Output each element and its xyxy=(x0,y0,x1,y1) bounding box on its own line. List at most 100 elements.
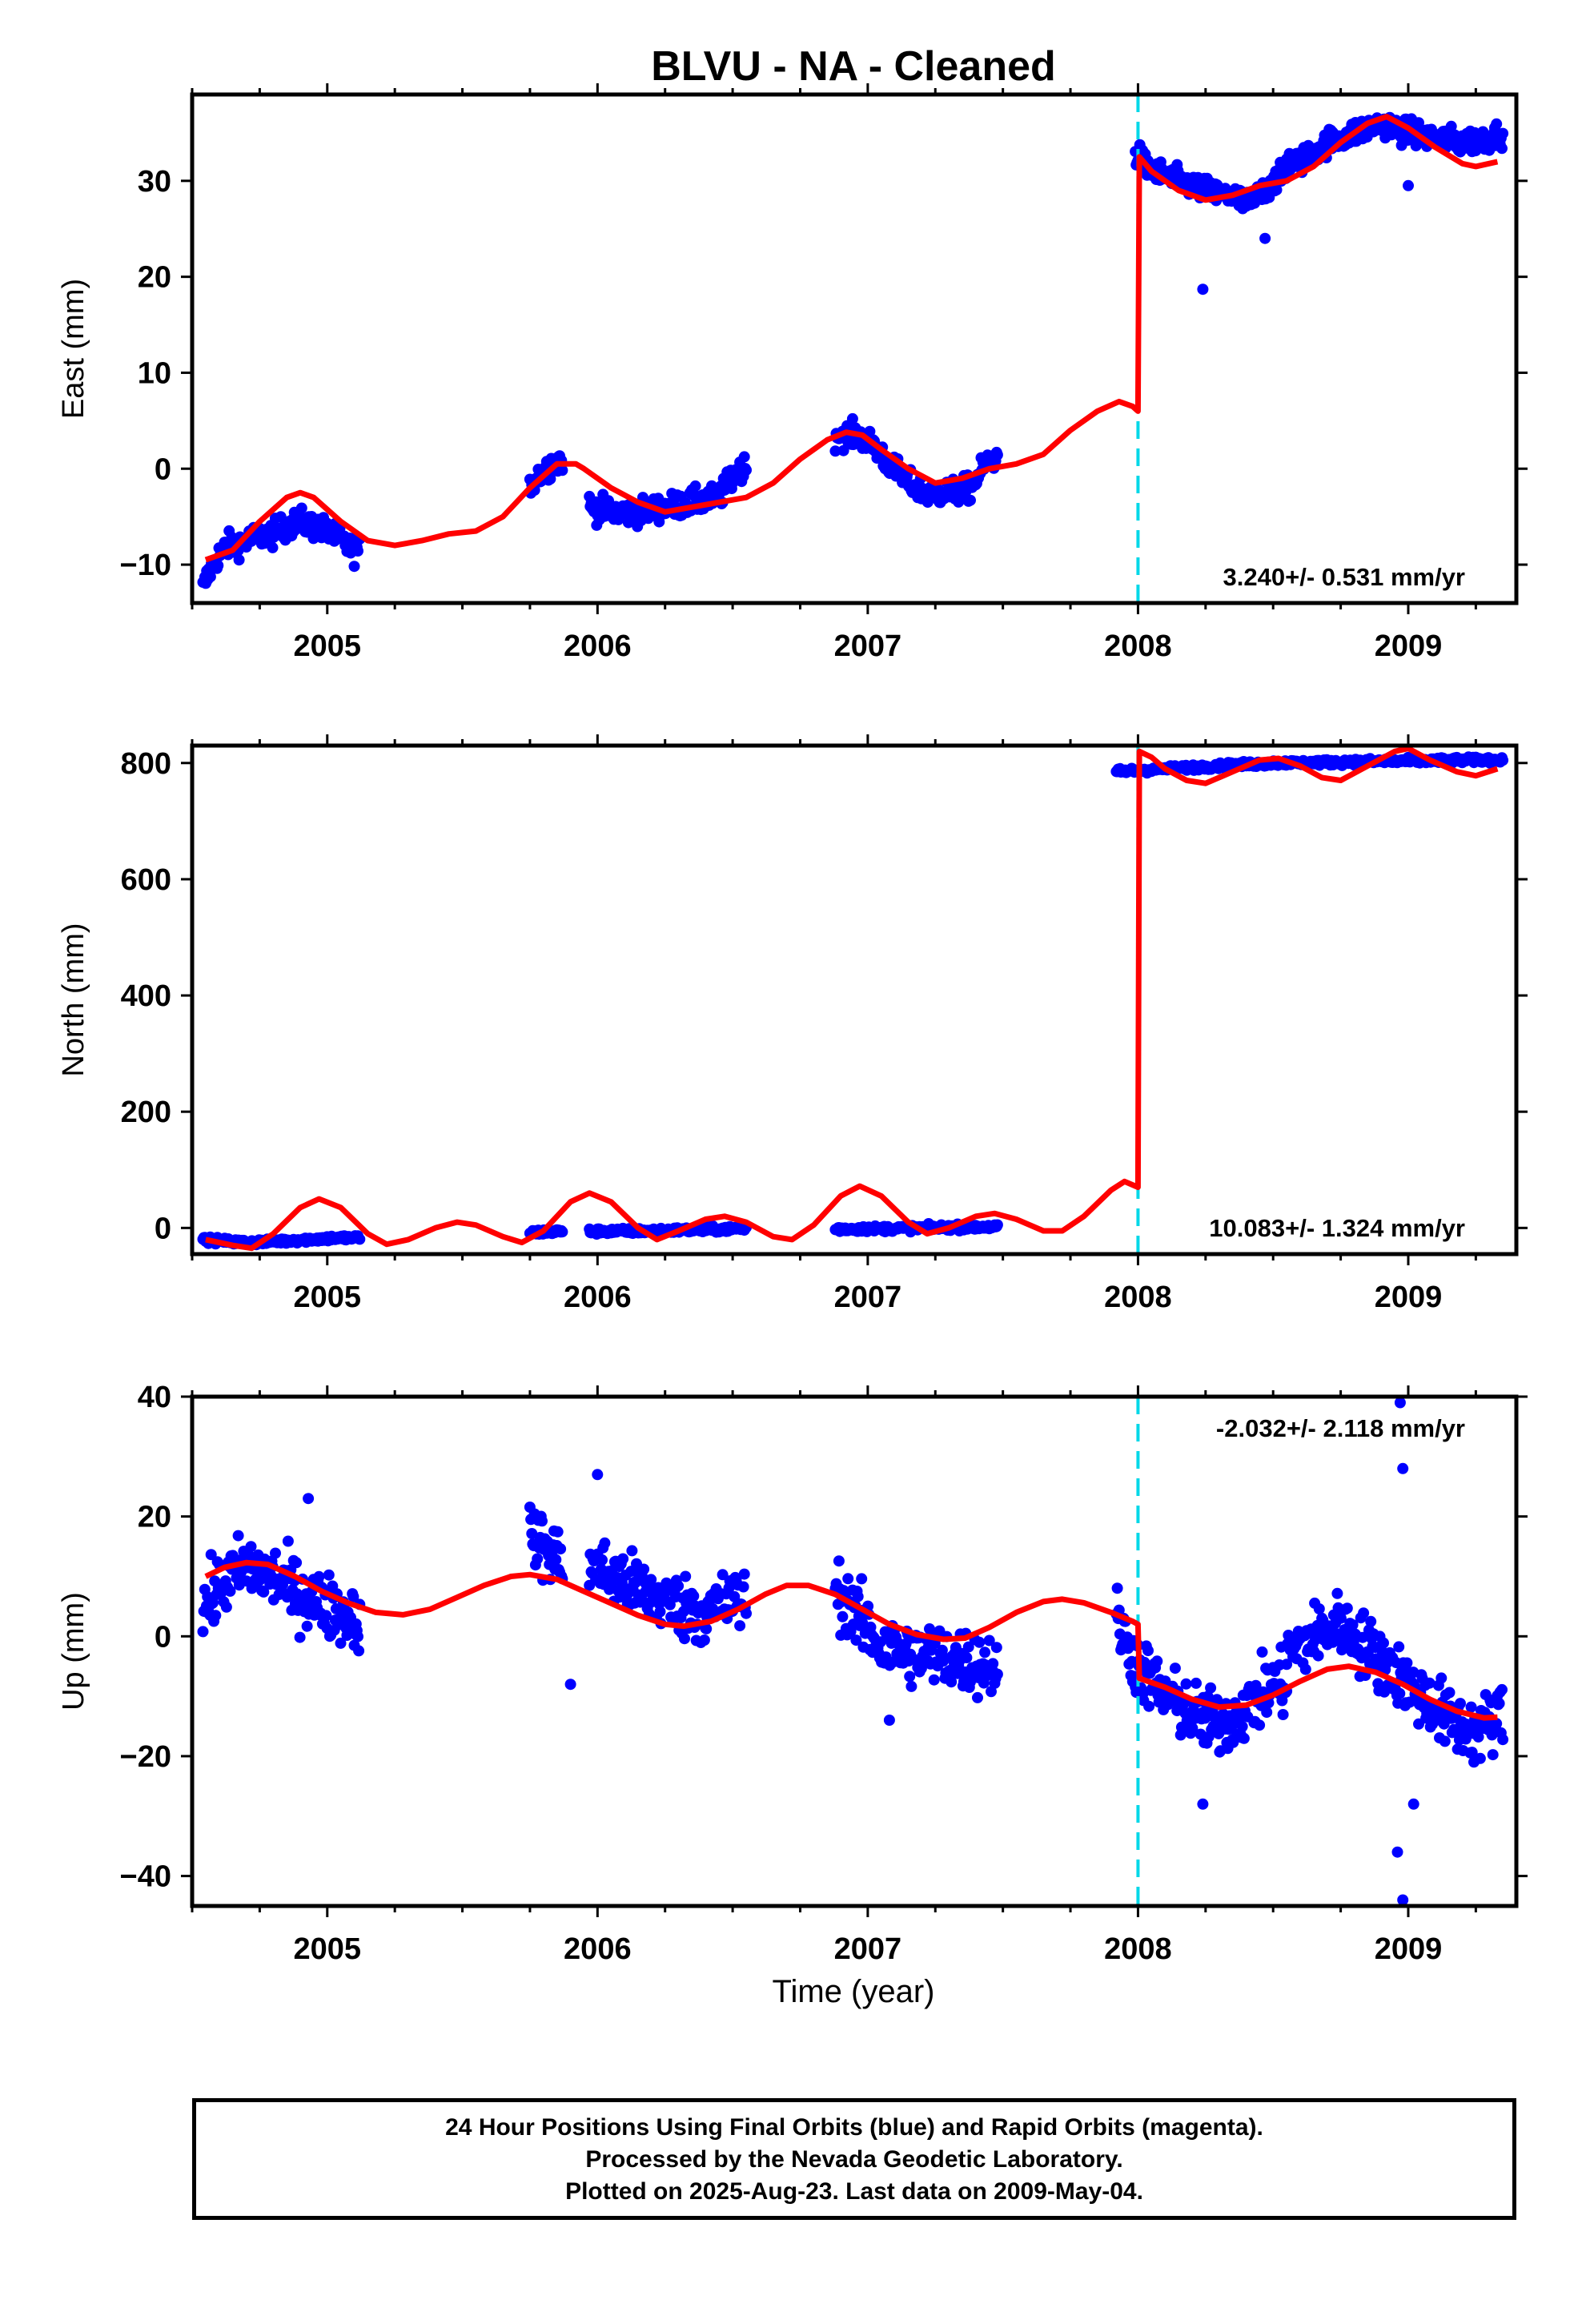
data-point xyxy=(645,1574,657,1586)
data-point xyxy=(1347,1619,1359,1630)
data-point xyxy=(852,1590,864,1602)
data-point xyxy=(1487,1749,1499,1761)
data-point xyxy=(1238,1732,1250,1744)
data-point xyxy=(258,1586,270,1598)
data-point xyxy=(837,1610,849,1622)
x-tick-label: 2009 xyxy=(1375,1281,1443,1314)
rate-annotation: 3.240+/- 0.531 mm/yr xyxy=(1223,563,1465,591)
data-point xyxy=(679,1633,690,1645)
data-point xyxy=(1423,1677,1435,1689)
data-point xyxy=(295,502,307,514)
outlier-point xyxy=(1397,1462,1409,1474)
data-point xyxy=(1496,143,1508,155)
data-point xyxy=(352,545,363,557)
data-point xyxy=(734,1620,746,1632)
data-point xyxy=(1312,1650,1324,1662)
y-axis-label: East (mm) xyxy=(57,279,90,419)
y-tick-label: −20 xyxy=(120,1740,171,1774)
data-point xyxy=(204,571,216,583)
data-point xyxy=(1474,1752,1486,1764)
data-point xyxy=(654,1606,666,1618)
outlier-point xyxy=(1197,283,1209,296)
data-point xyxy=(626,1545,638,1557)
y-tick-label: 200 xyxy=(121,1096,171,1129)
data-point xyxy=(224,1585,236,1597)
y-tick-label: 600 xyxy=(121,863,171,897)
data-point xyxy=(1443,1687,1456,1699)
data-point xyxy=(282,1535,294,1547)
data-point xyxy=(991,1668,1003,1680)
outlier-point xyxy=(1407,1798,1419,1810)
data-point xyxy=(1299,1663,1311,1675)
data-point xyxy=(1393,1641,1405,1653)
data-point xyxy=(1401,1657,1413,1669)
data-point xyxy=(850,1634,862,1647)
outlier-point xyxy=(883,1715,895,1726)
x-tick-label: 2007 xyxy=(834,1932,902,1966)
data-point xyxy=(738,451,750,463)
data-point xyxy=(1439,1735,1451,1747)
data-point xyxy=(617,1553,629,1565)
outlier-point xyxy=(303,1493,315,1505)
data-point xyxy=(245,1541,257,1553)
data-point xyxy=(1365,1615,1377,1627)
data-point xyxy=(904,1671,916,1683)
data-point xyxy=(680,1570,692,1582)
outlier-point xyxy=(1397,1894,1409,1906)
data-point xyxy=(1378,1637,1389,1649)
data-point xyxy=(864,425,876,437)
data-point xyxy=(1261,1707,1273,1719)
data-point xyxy=(596,1554,608,1566)
data-point xyxy=(1466,1747,1478,1759)
rate-annotation: 10.083+/- 1.324 mm/yr xyxy=(1209,1214,1465,1242)
data-point xyxy=(354,1233,366,1245)
data-point xyxy=(965,494,976,506)
data-point xyxy=(323,1569,335,1581)
data-point xyxy=(842,1573,854,1585)
x-tick-label: 2008 xyxy=(1104,1281,1172,1314)
data-point xyxy=(526,1528,538,1539)
data-point xyxy=(664,1598,676,1610)
outlier-point xyxy=(1197,1798,1209,1810)
data-point xyxy=(688,1590,700,1602)
data-point xyxy=(536,1515,548,1527)
y-tick-label: 0 xyxy=(155,452,171,486)
data-point xyxy=(301,1620,313,1632)
data-point xyxy=(352,1630,363,1642)
x-tick-label: 2009 xyxy=(1375,1932,1443,1966)
y-tick-label: −10 xyxy=(120,549,171,582)
data-point xyxy=(1186,1722,1199,1734)
x-tick-label: 2005 xyxy=(294,1932,362,1966)
panel-east: 2005 2006 2007 2008 2009 −10 0 10 20 30 East (mm) 3… xyxy=(57,83,1528,663)
data-point xyxy=(555,1543,567,1555)
data-point xyxy=(335,1637,347,1649)
data-point xyxy=(270,1547,281,1559)
data-point xyxy=(1496,1683,1508,1695)
data-point xyxy=(1191,1677,1202,1689)
y-axis-label: Up (mm) xyxy=(57,1592,90,1711)
data-point xyxy=(1202,1691,1214,1703)
y-tick-label: 0 xyxy=(155,1620,171,1654)
x-tick-label: 2005 xyxy=(294,1281,362,1314)
y-tick-label: 0 xyxy=(155,1212,171,1245)
data-point xyxy=(638,1563,650,1575)
data-point xyxy=(1358,1607,1370,1619)
model-fit-line xyxy=(204,114,1499,563)
data-point xyxy=(1491,1718,1503,1730)
data-point xyxy=(313,1570,325,1582)
data-point xyxy=(1256,1646,1268,1658)
panel-north: 2005 2006 2007 2008 2009 0 200 400 600 800 North (… xyxy=(57,734,1528,1314)
outlier-point xyxy=(564,1679,576,1691)
data-point xyxy=(347,1590,359,1602)
rate-annotation: -2.032+/- 2.118 mm/yr xyxy=(1216,1414,1465,1442)
data-point xyxy=(1493,1698,1505,1710)
data-point xyxy=(1472,1731,1484,1743)
data-point xyxy=(320,1610,332,1622)
y-tick-label: 20 xyxy=(138,1501,171,1534)
data-point xyxy=(961,1652,973,1663)
data-point xyxy=(1491,118,1503,130)
data-point xyxy=(550,1554,562,1566)
data-point xyxy=(833,1555,845,1567)
data-point xyxy=(856,1573,868,1585)
data-point xyxy=(1465,1701,1477,1713)
